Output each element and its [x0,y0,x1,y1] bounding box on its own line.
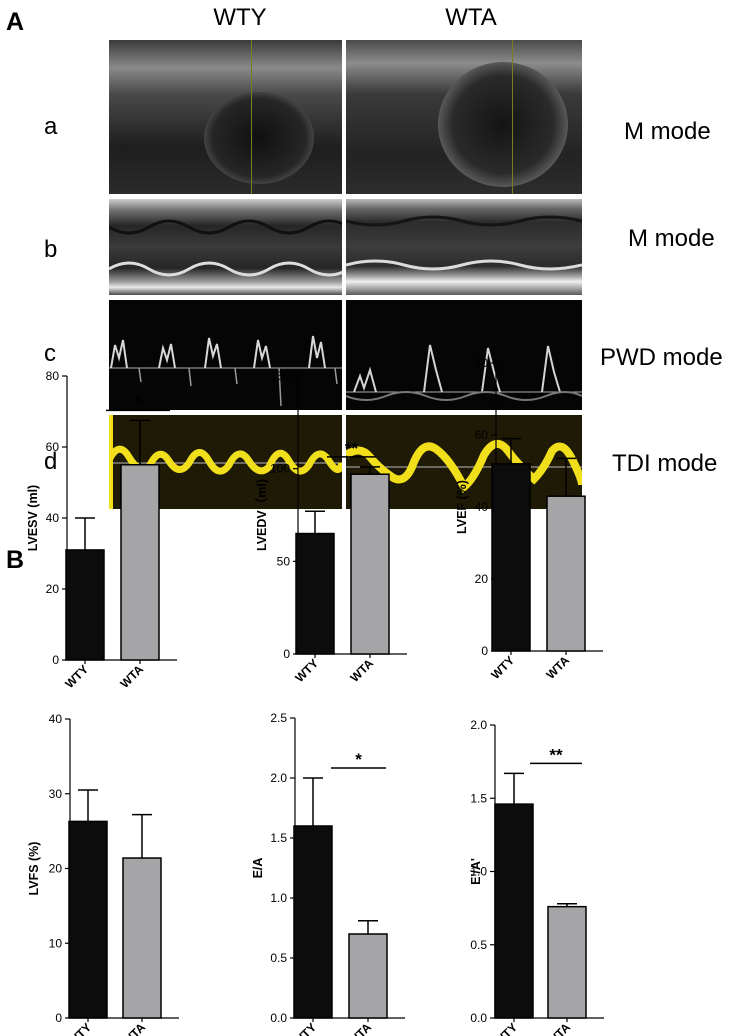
y-tick-label: 40 [49,712,63,726]
y-tick-label: 60 [46,440,60,454]
bar-wta [546,495,586,652]
y-tick-label: 20 [46,582,60,596]
y-tick-label: 0.5 [270,951,287,965]
significance-marker: * [355,750,362,769]
significance-marker: ** [549,745,563,764]
bar-wty [65,549,105,661]
y-tick-label: 0.0 [470,1011,487,1025]
y-tick-label: 1.5 [270,831,287,845]
x-tick-label: WTA [545,1020,574,1036]
y-axis-label: LVEF (%) [455,480,469,534]
mmode-image-b-wty [109,199,342,295]
echo-image-a-wta [346,40,582,194]
y-tick-label: 0 [52,653,59,667]
bar-wta [350,473,390,655]
y-tick-label: 10 [49,936,63,950]
y-tick-label: 30 [49,787,63,801]
y-tick-label: 100 [270,462,290,476]
y-tick-label: 2.5 [270,711,287,725]
mmode-image-b-wta [346,199,582,295]
y-tick-label: 50 [277,554,291,568]
pwd-image-c-wta [346,300,582,410]
y-tick-label: 40 [46,511,60,525]
y-axis-label: LVEDV（ml) [254,479,269,551]
column-header-wta: WTA [445,4,497,31]
row-letter-a: a [44,113,58,140]
y-tick-label: 0.0 [270,1011,287,1025]
y-tick-label: 0 [481,644,488,658]
y-tick-label: 60 [475,428,489,442]
y-tick-label: 0 [55,1011,62,1025]
echo-image-a-wty [109,40,342,194]
y-axis-label: LVESV (ml) [26,485,40,551]
y-tick-label: 40 [475,500,489,514]
column-header-wty: WTY [213,4,267,31]
y-tick-label: 0 [283,647,290,661]
y-axis-label: E/A [251,858,265,879]
y-tick-label: 1.0 [270,891,287,905]
panel-b-label: B [6,546,25,574]
y-axis-label: E'/A' [469,858,483,885]
y-tick-label: 1.0 [470,865,487,879]
significance-marker: * [135,392,142,411]
y-tick-label: 20 [475,572,489,586]
panel-a-label: A [6,8,25,36]
row-letter-d: d [44,448,58,475]
bar-wta [547,905,587,1019]
mode-label-d: TDI mode [612,450,718,477]
mode-label-c: PWD mode [600,344,723,371]
mode-label-b: M mode [628,225,715,252]
y-tick-label: 2.0 [470,718,487,732]
pwd-image-c-wty [109,300,342,410]
row-letter-c: c [44,340,56,367]
y-axis-label: LVFS (%) [27,842,41,896]
y-tick-label: 1.5 [470,791,487,805]
y-tick-label: 0.5 [470,938,487,952]
y-tick-label: 2.0 [270,771,287,785]
y-tick-label: 80 [475,356,489,370]
mode-label-a: M mode [624,118,711,145]
y-tick-label: 150 [270,369,290,383]
x-tick-label: WTY [491,1020,520,1036]
y-tick-label: 80 [46,369,60,383]
y-tick-label: 20 [49,862,63,876]
bar-wty [494,803,534,1019]
significance-marker: ** [345,439,359,458]
row-letter-b: b [44,236,58,263]
